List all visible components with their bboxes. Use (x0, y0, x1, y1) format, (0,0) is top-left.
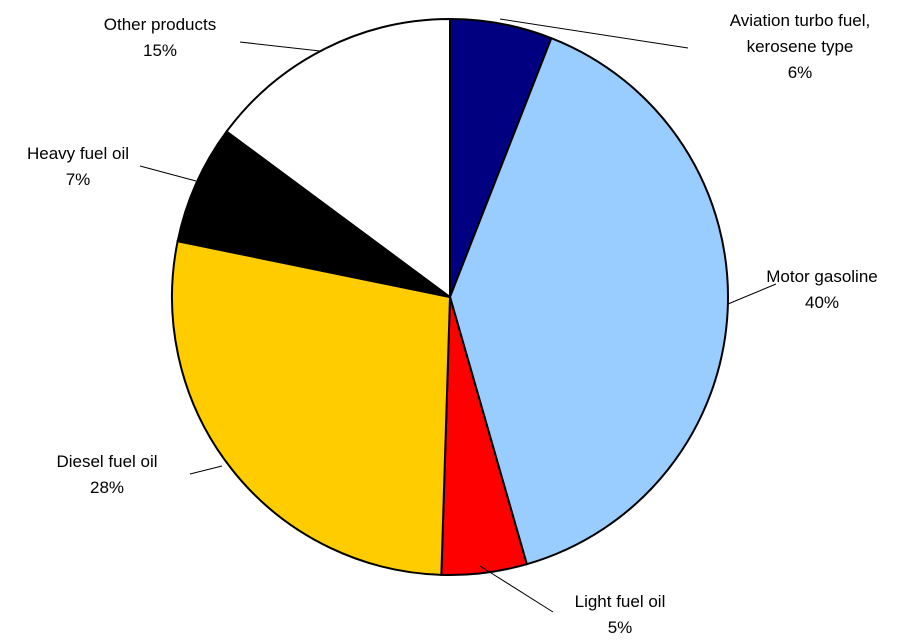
slice-label: Heavy fuel oil 7% (27, 144, 129, 189)
slice-label: Aviation turbo fuel, kerosene type 6% (730, 11, 871, 82)
slice-label: Motor gasoline 40% (766, 267, 878, 312)
slice-label: Other products 15% (104, 15, 216, 60)
slice-name-label: Motor gasoline (766, 267, 878, 286)
pie-slice-other-products (225, 17, 451, 299)
leader-line (139, 165, 197, 182)
leader-line (727, 283, 777, 305)
pie-slice-diesel-fuel-oil (170, 239, 452, 576)
slice-name-label: Other products (104, 15, 216, 34)
slice-name-label: kerosene type (747, 37, 854, 56)
slice-percent-label: 40% (805, 293, 839, 312)
slice-percent-label: 5% (608, 618, 633, 637)
pie-slices (170, 17, 730, 576)
slice-percent-label: 28% (90, 478, 124, 497)
leader-line (239, 41, 321, 52)
slice-name-label: Heavy fuel oil (27, 144, 129, 163)
pie-slice-motor-gasoline (448, 36, 730, 566)
slice-name-label: Light fuel oil (575, 592, 666, 611)
leader-line (479, 565, 554, 613)
leader-lines (139, 18, 777, 613)
slice-name-label: Aviation turbo fuel, (730, 11, 871, 30)
leader-line (189, 465, 223, 475)
slice-labels: Aviation turbo fuel, kerosene type 6% Motor… (27, 11, 878, 637)
slice-label: Light fuel oil 5% (575, 592, 666, 637)
slice-percent-label: 6% (788, 63, 813, 82)
slice-name-label: Diesel fuel oil (56, 452, 157, 471)
slice-percent-label: 15% (143, 41, 177, 60)
slice-label: Diesel fuel oil 28% (56, 452, 157, 497)
leader-line (499, 18, 689, 49)
slice-percent-label: 7% (66, 170, 91, 189)
pie-slice-heavy-fuel-oil (176, 130, 451, 298)
